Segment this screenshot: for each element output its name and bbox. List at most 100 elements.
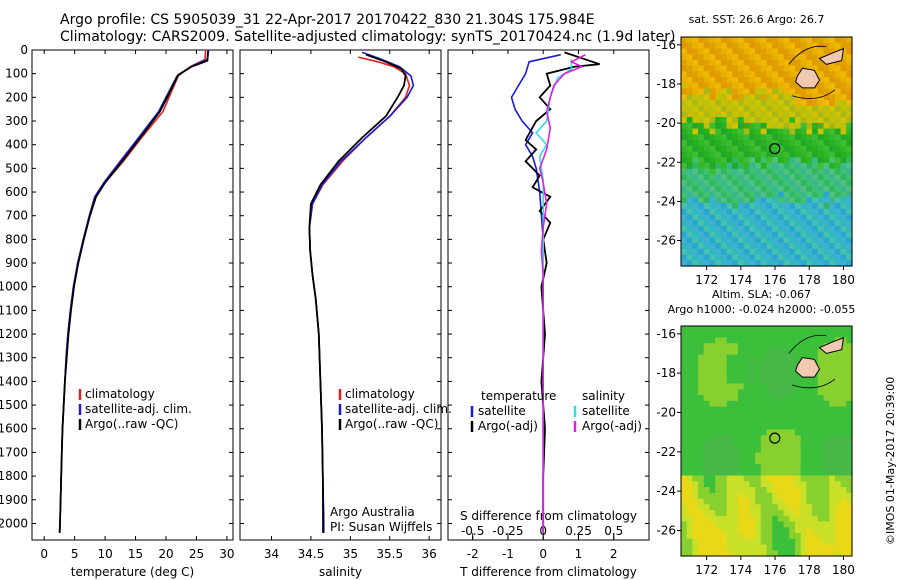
map-cell (772, 538, 779, 546)
map-cell (738, 337, 745, 344)
map-cell (834, 203, 842, 210)
land-shape (795, 67, 821, 89)
map-cell (738, 65, 745, 72)
map-cell (743, 464, 750, 471)
map-cell (738, 248, 745, 256)
map-cell (732, 243, 739, 250)
map-cell (840, 243, 847, 250)
map-cell (800, 400, 807, 408)
map-cell (812, 151, 819, 158)
map-cell (732, 343, 739, 350)
map-cell (834, 174, 842, 181)
map-cell (681, 446, 688, 454)
map-cell (720, 59, 728, 67)
map-cell (829, 492, 836, 500)
map-cell (749, 487, 756, 494)
map-cell (760, 162, 768, 170)
map-cell (817, 100, 825, 107)
map-cell (732, 248, 739, 256)
map-cell (686, 429, 693, 436)
map-cell (749, 237, 756, 244)
map-cell (783, 174, 790, 181)
map-cell (823, 100, 830, 107)
map-cell (738, 82, 745, 90)
map-cell (692, 464, 699, 471)
map-cell (840, 122, 847, 130)
map-cell (840, 435, 847, 442)
map-cell (715, 220, 722, 227)
map-cell (812, 446, 819, 454)
map-cell (846, 383, 853, 390)
map-cell (738, 151, 745, 158)
map-cell (806, 128, 813, 135)
map-cell (766, 48, 773, 55)
map-cell (703, 37, 711, 44)
map-cell (755, 237, 762, 244)
map-cell (749, 326, 756, 333)
map-cell (806, 331, 813, 339)
map-cell (681, 349, 688, 356)
map-cell (777, 492, 785, 500)
map-cell (709, 225, 716, 233)
map-cell (760, 510, 768, 517)
map-cell (766, 498, 773, 505)
map-cell (681, 225, 688, 233)
map-cell (846, 168, 853, 175)
map-cell (686, 48, 693, 55)
map-cell (800, 243, 807, 250)
map-cell (817, 400, 825, 408)
map-cell (692, 360, 699, 367)
map-cell (846, 504, 853, 511)
map-cell (686, 383, 693, 390)
map-cell (726, 475, 733, 482)
map-cell (692, 208, 699, 216)
series-line-temperature-satellite (510, 53, 561, 533)
map-cell (749, 88, 756, 95)
map-cell (823, 42, 830, 49)
map-cell (772, 504, 779, 511)
map-cell (772, 349, 779, 356)
map-cell (766, 331, 773, 339)
map-cell (829, 214, 836, 221)
map-cell (738, 88, 745, 95)
map-cell (760, 203, 768, 210)
map-cell (732, 544, 739, 551)
map-cell (772, 337, 779, 344)
map-cell (783, 117, 790, 124)
map-cell (698, 400, 705, 408)
map-cell (846, 82, 853, 90)
map-cell (795, 128, 802, 135)
map-cell (846, 395, 853, 402)
map-cell (715, 225, 722, 233)
map-cell (732, 452, 739, 459)
map-cell (755, 423, 762, 431)
map-cell (726, 464, 733, 471)
map-cell (789, 254, 796, 261)
map-cell (698, 59, 705, 67)
map-cell (789, 197, 796, 204)
map-cell (720, 464, 728, 471)
map-cell (795, 458, 802, 465)
map-cell (692, 59, 699, 67)
map-cell (703, 400, 711, 408)
map-cell (732, 54, 739, 61)
map-cell (840, 326, 847, 333)
map-cell (800, 237, 807, 244)
legend-label: satellite-adj. clim. (345, 402, 452, 416)
map-cell (726, 185, 733, 193)
map-cell (800, 533, 807, 540)
map-cell (698, 157, 705, 164)
map-cell (777, 180, 785, 187)
map-cell (732, 550, 739, 557)
map-cell (783, 185, 790, 193)
map-cell (795, 550, 802, 557)
map-cell (772, 521, 779, 528)
map-cell (715, 504, 722, 511)
map-cell (692, 162, 699, 170)
map-cell (703, 220, 711, 227)
map-cell (834, 360, 842, 367)
map-cell (823, 254, 830, 261)
map-cell (698, 452, 705, 459)
map-cell (789, 82, 796, 90)
